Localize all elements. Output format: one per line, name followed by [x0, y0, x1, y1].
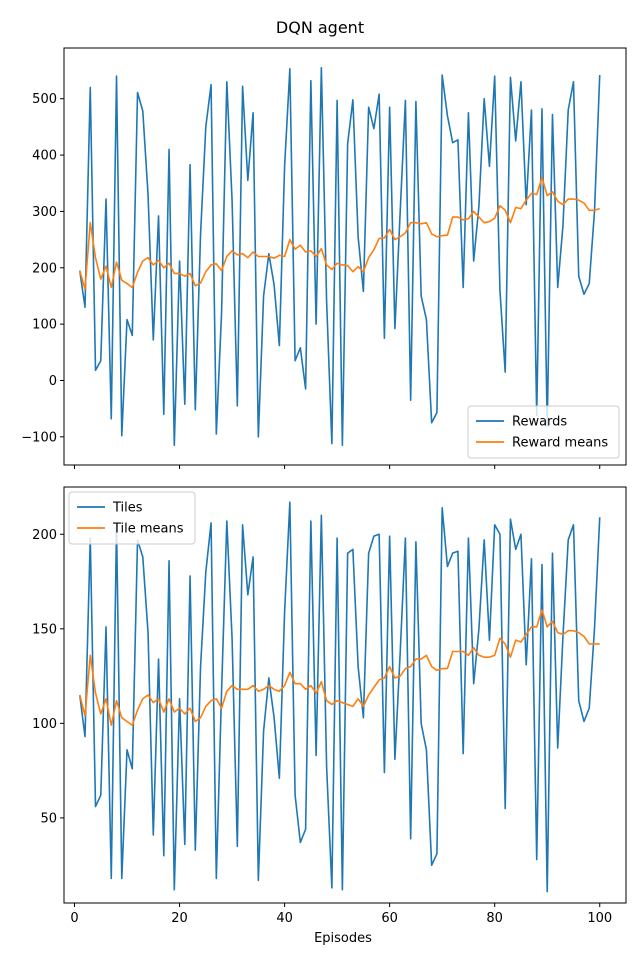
rewards-series-raw-line [78, 66, 601, 447]
rewards-y-tick-label: 100 [32, 318, 57, 333]
rewards-axes-frame [63, 47, 627, 466]
tiles-x-tick-label: 40 [276, 911, 293, 926]
tiles-x-tick-label: 100 [587, 911, 612, 926]
rewards-legend-label: Reward means [512, 436, 608, 451]
x-axis-label: Episodes [314, 931, 372, 946]
tiles-legend: Tiles Tile means [68, 491, 196, 545]
rewards-y-tick-label: 0 [49, 374, 57, 389]
tiles-y-tick-label: 200 [32, 528, 57, 543]
rewards-panel: −100 0 100 200 300 400 500 Rewards Reward means [21, 47, 627, 469]
tiles-y-tick-label: 50 [40, 811, 57, 826]
tiles-legend-box [68, 491, 196, 545]
rewards-y-tick-label: 500 [32, 92, 57, 107]
tiles-x-tick-label: 60 [381, 911, 398, 926]
rewards-y-tick-label: 400 [32, 149, 57, 164]
rewards-y-tick-label: −100 [21, 430, 57, 445]
rewards-legend-box [467, 405, 620, 459]
rewards-legend: Rewards Reward means [467, 405, 620, 459]
tiles-series-raw-line [78, 501, 601, 893]
rewards-legend-label: Rewards [512, 415, 567, 430]
tiles-y-tick-label: 150 [32, 622, 57, 637]
tiles-x-tick-label: 20 [171, 911, 188, 926]
tiles-x-tick-label: 80 [486, 911, 503, 926]
rewards-series-mean-line [78, 176, 600, 290]
chart-title: DQN agent [276, 18, 364, 37]
tiles-axes-frame [63, 486, 627, 904]
rewards-y-tick-label: 200 [32, 261, 57, 276]
tiles-panel: 50 100 150 200 0 20 40 60 80 100 Tiles Tile means [32, 486, 627, 926]
rewards-y-tick-label: 300 [32, 205, 57, 220]
tiles-legend-label: Tile means [112, 522, 184, 537]
tiles-y-tick-label: 100 [32, 717, 57, 732]
tiles-legend-label: Tiles [112, 501, 143, 516]
tiles-series-mean-line [78, 609, 600, 727]
tiles-x-tick-label: 0 [70, 911, 78, 926]
